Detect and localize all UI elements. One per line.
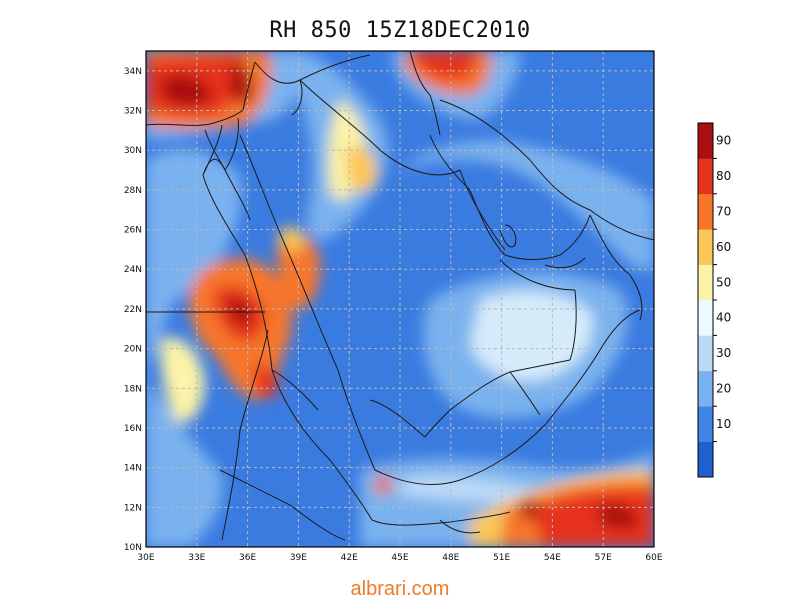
x-tick-label: 54E	[544, 553, 561, 563]
x-axis-labels: 30E 33E 36E 39E 42E 45E 48E 51E 54E 57E 60E	[137, 553, 662, 563]
x-tick-label: 45E	[391, 553, 408, 563]
x-tick-label: 57E	[595, 553, 612, 563]
y-tick-label: 16N	[124, 424, 142, 434]
colorbar-label: 80	[716, 169, 731, 183]
colorbar-segment	[698, 370, 713, 407]
y-tick-label: 22N	[124, 305, 142, 315]
colorbar-label: 20	[716, 382, 731, 396]
y-tick-label: 30N	[124, 146, 142, 156]
colorbar-label: 10	[716, 417, 731, 431]
y-tick-label: 14N	[124, 464, 142, 474]
y-tick-label: 32N	[124, 107, 142, 117]
colorbar-label: 30	[716, 346, 731, 360]
y-tick-label: 28N	[124, 186, 142, 196]
map-title: RH 850 15Z18DEC2010	[269, 18, 531, 43]
colorbar-segment	[698, 193, 713, 230]
x-tick-label: 51E	[493, 553, 510, 563]
x-tick-label: 36E	[239, 553, 256, 563]
colorbar: 10 20 30 40 50 60 70 80 90	[697, 122, 731, 478]
coastlines-and-borders	[146, 51, 654, 541]
map-gridlines	[146, 51, 654, 547]
x-tick-label: 48E	[442, 553, 459, 563]
y-axis-labels: 10N 12N 14N 16N 18N 20N 22N 24N 26N 28N 30N 32N 34N	[124, 67, 142, 553]
x-tick-label: 39E	[290, 553, 307, 563]
colorbar-label: 50	[716, 275, 731, 289]
y-tick-label: 20N	[124, 345, 142, 355]
colorbar-segment	[698, 300, 713, 336]
plot-frame	[145, 50, 655, 548]
colorbar-segment	[698, 335, 713, 372]
watermark-text: albrari.com	[350, 578, 450, 600]
x-tick-label: 33E	[188, 553, 205, 563]
colorbar-segment	[698, 158, 713, 195]
x-tick-label: 30E	[137, 553, 154, 563]
colorbar-label: 90	[716, 134, 731, 148]
x-tick-label: 60E	[645, 553, 662, 563]
y-tick-label: 12N	[124, 503, 142, 513]
y-tick-label: 10N	[124, 543, 142, 553]
y-tick-label: 24N	[124, 265, 142, 275]
colorbar-segment	[698, 264, 713, 301]
colorbar-segment	[698, 406, 713, 442]
colorbar-segment	[698, 229, 713, 265]
y-tick-label: 26N	[124, 226, 142, 236]
colorbar-label: 70	[716, 205, 731, 219]
y-tick-label: 34N	[124, 67, 142, 77]
colorbar-segment	[698, 441, 713, 478]
colorbar-label: 40	[716, 311, 731, 325]
colorbar-segment	[698, 123, 713, 159]
colorbar-label: 60	[716, 240, 731, 254]
y-tick-label: 18N	[124, 384, 142, 394]
x-tick-label: 42E	[341, 553, 358, 563]
